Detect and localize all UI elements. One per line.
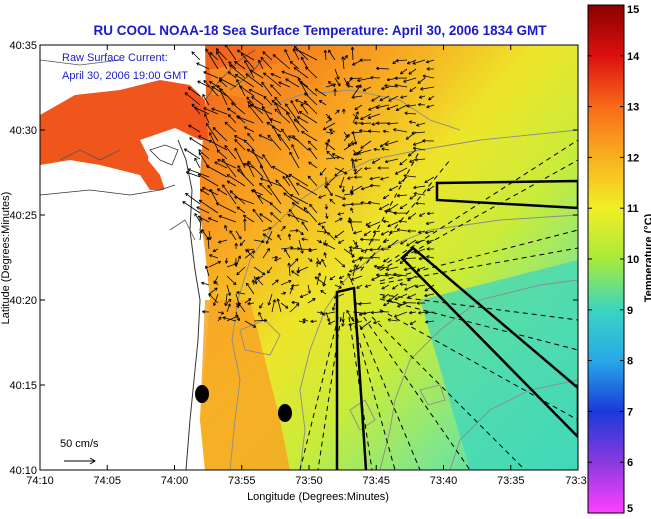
y-tick-label: 40:20 — [9, 295, 37, 307]
x-axis: 74:10 74:05 74:00 73:55 73:50 73:45 73:40 73:35… — [26, 45, 587, 487]
colorbar-tick-label: 15 — [627, 4, 639, 16]
x-tick-label: 73:50 — [295, 475, 323, 487]
sst-field — [40, 45, 578, 470]
x-tick-label: 73:35 — [497, 475, 525, 487]
colorbar-ticks: 15 14 13 12 11 10 9 8 7 6 5 — [588, 4, 640, 515]
colorbar-label: Temperature (°C) — [643, 213, 651, 303]
x-axis-label: Longitude (Degrees:Minutes) — [247, 491, 389, 503]
x-tick-label: 73:45 — [362, 475, 390, 487]
colorbar-tick-label: 10 — [627, 254, 639, 266]
station-marker — [278, 404, 292, 422]
colorbar-tick-label: 9 — [627, 305, 633, 317]
x-tick-label: 73:55 — [228, 475, 256, 487]
colorbar-tick-label: 5 — [627, 503, 633, 515]
x-tick-label: 73:3 — [565, 475, 586, 487]
y-tick-label: 40:15 — [9, 380, 37, 392]
x-tick-label: 74:00 — [161, 475, 189, 487]
x-tick-label: 74:10 — [26, 475, 54, 487]
colorbar-tick-label: 6 — [627, 457, 633, 469]
x-tick-label: 74:05 — [93, 475, 121, 487]
x-tick-label: 73:40 — [430, 475, 458, 487]
colorbar-tick-label: 11 — [627, 203, 639, 215]
y-axis-label: Latitude (Degrees:Minutes) — [0, 191, 12, 325]
colorbar-tick-label: 7 — [627, 406, 633, 418]
current-time: April 30, 2006 19:00 GMT — [62, 70, 188, 82]
colorbar-tick-label: 13 — [627, 102, 639, 114]
y-tick-label: 40:30 — [9, 125, 37, 137]
current-label: Raw Surface Current: — [62, 52, 168, 64]
scale-label: 50 cm/s — [60, 438, 99, 450]
colorbar — [587, 4, 625, 514]
station-marker — [195, 385, 209, 403]
colorbar-tick-label: 12 — [627, 152, 639, 164]
y-axis: 40:35 40:30 40:25 40:20 40:15 40:10 — [9, 40, 578, 477]
scale-arrow — [64, 457, 96, 465]
y-tick-label: 40:25 — [9, 210, 37, 222]
y-tick-label: 40:35 — [9, 40, 37, 52]
colorbar-tick-label: 8 — [627, 356, 633, 368]
y-tick-label: 40:10 — [9, 465, 37, 477]
figure-title: RU COOL NOAA-18 Sea Surface Temperature:… — [93, 23, 547, 38]
colorbar-tick-label: 14 — [627, 51, 640, 63]
